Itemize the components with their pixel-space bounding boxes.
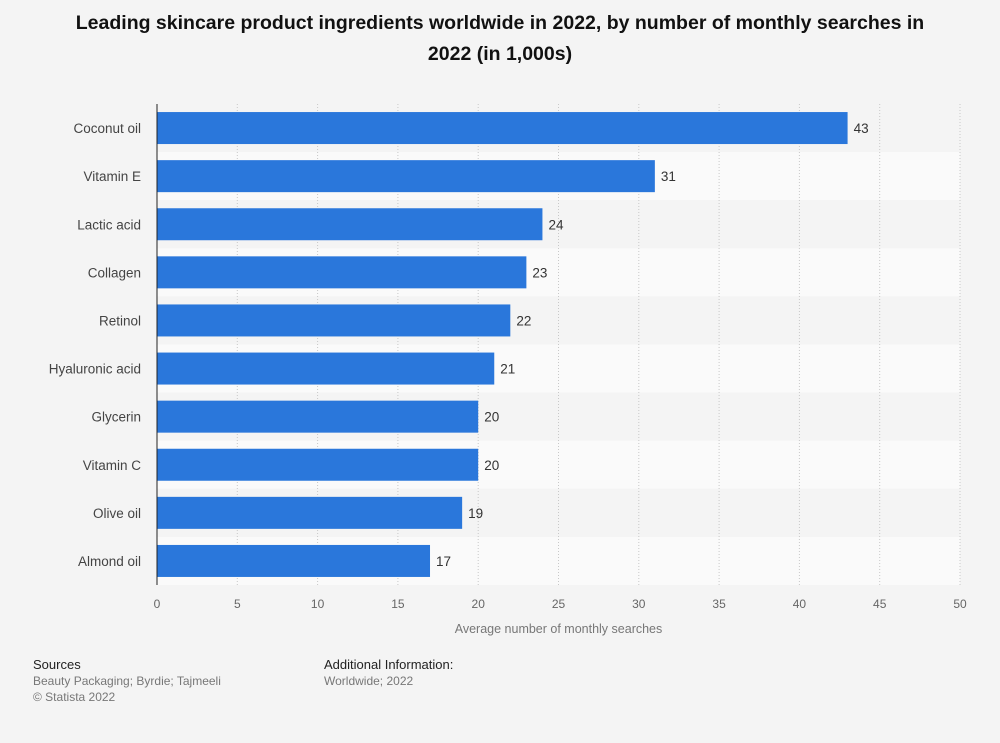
x-tick-label: 15 <box>391 597 405 611</box>
additional-info-block: Additional Information: Worldwide; 2022 <box>324 657 453 689</box>
category-label: Coconut oil <box>73 121 141 136</box>
bar <box>157 352 495 385</box>
category-label: Olive oil <box>93 506 141 521</box>
value-label: 24 <box>548 217 564 232</box>
value-label: 17 <box>436 554 451 569</box>
value-label: 21 <box>500 362 515 377</box>
bar <box>157 160 655 193</box>
bar-chart: 43 31 24 23 22 21 20 20 19 17 Coconut oil Vitamin … <box>49 104 967 636</box>
value-label: 20 <box>484 410 499 425</box>
x-tick-label: 30 <box>632 597 646 611</box>
chart-title: Leading skincare product ingredients wor… <box>75 12 925 65</box>
category-labels: Coconut oil Vitamin E Lactic acid Collagen R… <box>49 121 142 569</box>
value-label: 20 <box>484 458 499 473</box>
value-label: 22 <box>516 313 531 328</box>
grid-lines <box>236 104 961 585</box>
value-label: 43 <box>854 121 869 136</box>
bar <box>157 496 463 529</box>
value-label: 23 <box>532 265 547 280</box>
bar <box>157 448 479 481</box>
x-tick-label: 40 <box>793 597 807 611</box>
bar <box>157 208 543 241</box>
value-labels: 43 31 24 23 22 21 20 20 19 17 <box>436 121 869 569</box>
bar <box>157 544 431 577</box>
bar <box>157 112 848 145</box>
copyright-text: © Statista 2022 <box>33 690 116 704</box>
category-label: Lactic acid <box>77 217 141 232</box>
x-tick-label: 50 <box>953 597 967 611</box>
x-tick-label: 25 <box>552 597 566 611</box>
x-tick-label: 35 <box>712 597 726 611</box>
category-label: Vitamin E <box>83 169 141 184</box>
x-axis-label: Average number of monthly searches <box>455 622 663 636</box>
value-label: 19 <box>468 506 483 521</box>
x-tick-label: 5 <box>234 597 241 611</box>
bars <box>157 112 848 577</box>
sources-text: Beauty Packaging; Byrdie; Tajmeeli <box>33 674 221 688</box>
x-tick-label: 20 <box>472 597 486 611</box>
category-label: Collagen <box>88 265 141 280</box>
sources-block: Sources Beauty Packaging; Byrdie; Tajmee… <box>33 657 221 705</box>
bar <box>157 400 479 433</box>
x-tick-label: 10 <box>311 597 325 611</box>
value-label: 31 <box>661 169 676 184</box>
additional-info-text: Worldwide; 2022 <box>324 674 414 688</box>
bar <box>157 304 511 337</box>
category-label: Vitamin C <box>83 458 142 473</box>
bar <box>157 256 527 289</box>
category-label: Almond oil <box>78 554 141 569</box>
x-tick-labels: 0 5 10 15 20 25 30 35 40 45 50 <box>154 597 967 611</box>
category-label: Glycerin <box>91 410 141 425</box>
sources-heading: Sources <box>33 657 81 672</box>
additional-info-heading: Additional Information: <box>324 657 454 672</box>
category-label: Retinol <box>99 313 141 328</box>
x-tick-label: 45 <box>873 597 887 611</box>
category-label: Hyaluronic acid <box>49 362 141 377</box>
x-tick-label: 0 <box>154 597 161 611</box>
